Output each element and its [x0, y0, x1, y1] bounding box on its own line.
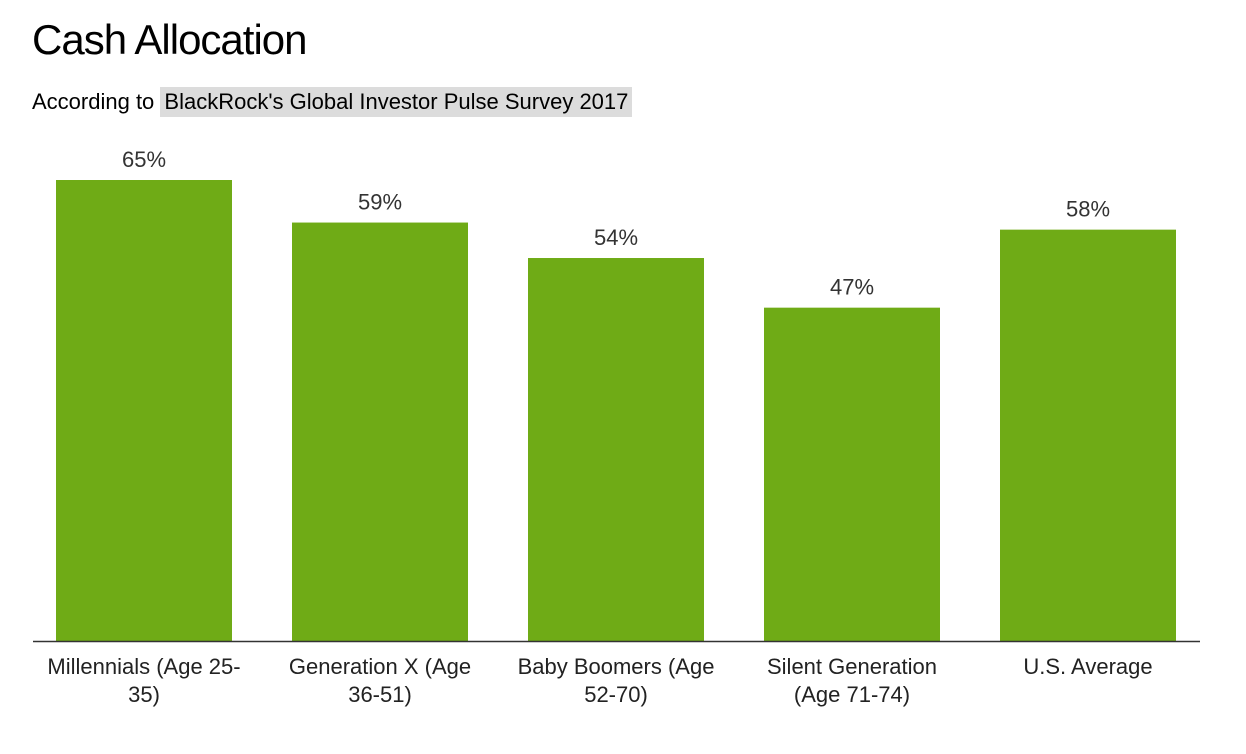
bar-5 — [1000, 229, 1176, 641]
bar-2 — [292, 222, 468, 642]
category-label: U.S. Average — [1023, 654, 1153, 679]
chart-title: Cash Allocation — [32, 16, 308, 63]
source-link[interactable]: BlackRock's Global Investor Pulse Survey… — [160, 87, 633, 117]
bar-value-label: 47% — [830, 275, 874, 300]
bar-value-label: 59% — [358, 190, 402, 215]
subtitle-prefix: According to — [32, 89, 161, 114]
bar-value-label: 54% — [594, 225, 638, 250]
category-label: Millennials (Age 25-35) — [47, 654, 241, 707]
bar-value-label: 58% — [1066, 197, 1110, 222]
bar-1 — [56, 180, 232, 641]
bar-3 — [528, 258, 704, 641]
category-label: Generation X (Age 36-51) — [288, 654, 472, 707]
category-label: Silent Generation (Age 71-74) — [767, 654, 937, 707]
bar-value-label: 65% — [122, 147, 166, 172]
chart-subtitle: According to BlackRock's Global Investor… — [32, 86, 633, 118]
category-label: Baby Boomers (Age 52-70) — [517, 654, 715, 707]
bar-4 — [764, 307, 940, 641]
